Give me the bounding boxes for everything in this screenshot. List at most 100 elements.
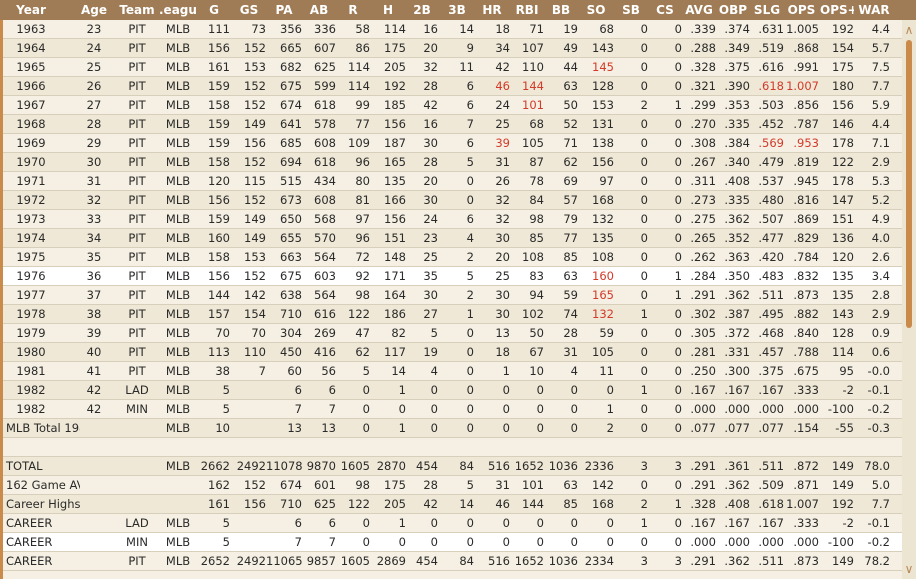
cell-2b: 0 xyxy=(406,514,438,533)
column-header-sb[interactable]: SB xyxy=(614,0,648,20)
table-row[interactable]: 1966 26 PIT MLB 159 152 675 599 114 192 28 6 46 144 63… xyxy=(0,77,902,96)
cell-so: 131 xyxy=(578,115,614,134)
spacer-row xyxy=(0,438,902,457)
column-header-league[interactable]: .eague xyxy=(159,0,197,20)
cell-pa: 650 xyxy=(266,210,302,229)
table-row[interactable]: 1974 34 PIT MLB 160 149 655 570 96 151 23 4 30 85 77 13… xyxy=(0,229,902,248)
table-row[interactable]: 1970 30 PIT MLB 158 152 694 618 96 165 28 5 31 87 62 15… xyxy=(0,153,902,172)
chevron-up-icon[interactable]: ∧ xyxy=(902,22,916,38)
summary-row[interactable]: MLB Total 198 MLB 10 13 13 0 1 0 0 0 0 0 2 0 0.077.077… xyxy=(0,419,902,438)
table-row[interactable]: 1963 23 PIT MLB 111 73 356 336 58 114 16 14 18 71 19 68… xyxy=(0,20,902,39)
column-header-ops[interactable]: OPS xyxy=(784,0,819,20)
column-header-ops-plus[interactable]: OPS+ xyxy=(820,0,854,20)
column-header-3b[interactable]: 3B xyxy=(440,0,474,20)
vertical-scrollbar[interactable]: ∧ ∨ xyxy=(902,20,916,579)
cell-cs: 3 xyxy=(648,552,682,571)
column-header-age[interactable]: Age xyxy=(80,0,108,20)
column-header-obp[interactable]: OBP xyxy=(716,0,750,20)
column-header-war[interactable]: WAR xyxy=(858,0,890,20)
column-header-year[interactable]: Year xyxy=(6,0,56,20)
cell-ops-plus: 192 xyxy=(820,495,854,514)
cell-ab: 13 xyxy=(302,419,336,438)
table-row[interactable]: 1969 29 PIT MLB 159 156 685 608 109 187 30 6 39 105 71… xyxy=(0,134,902,153)
column-header-rbi[interactable]: RBI xyxy=(510,0,544,20)
table-row[interactable]: 1982 42 LAD MLB 5 6 6 0 1 0 0 0 0 0 0 1 0 .167 .167 .167 .33… xyxy=(0,381,902,400)
column-header-cs[interactable]: CS xyxy=(648,0,682,20)
cell-rbi: 94 xyxy=(510,286,544,305)
summary-row[interactable]: CAREER LAD MLB 5 6 6 0 1 0 0 0 0 0 0 1 0 .167 .167 .167 .33… xyxy=(0,514,902,533)
cell-team: PIT xyxy=(118,115,156,134)
cell-h: 2869 xyxy=(370,552,406,571)
cell-pa: 6 xyxy=(266,514,302,533)
table-row[interactable]: 1971 31 PIT MLB 120 115 515 434 80 135 20 0 26 78 69 97… xyxy=(0,172,902,191)
table-row[interactable]: 1973 33 PIT MLB 159 149 650 568 97 156 24 6 32 98 79 13… xyxy=(0,210,902,229)
table-row[interactable]: 1982 42 MIN MLB 5 7 7 0 0 0 0 0 0 0 1 0 0 .000 .000 .000 .00… xyxy=(0,400,902,419)
column-header-slg[interactable]: SLG xyxy=(750,0,784,20)
table-row[interactable]: 1981 41 PIT MLB 38 7 60 56 5 14 4 0 1 10 4 11 0 0.250.300… xyxy=(0,362,902,381)
summary-row[interactable]: TOTAL MLB 2662 2492 11078 9870 1605 2870 454 84 51… xyxy=(0,457,902,476)
summary-row[interactable]: CAREER MIN MLB 5 7 7 0 0 0 0 0 0 0 0 0 0 .000 .000 .000 .00… xyxy=(0,533,902,552)
table-row[interactable]: 1964 24 PIT MLB 156 152 665 607 86 175 20 9 34 107 49 1… xyxy=(0,39,902,58)
scrollbar-thumb[interactable] xyxy=(906,40,912,328)
table-row[interactable]: 1972 32 PIT MLB 156 152 673 608 81 166 30 0 32 84 57 16… xyxy=(0,191,902,210)
cell-year: 1965 xyxy=(6,58,56,77)
column-header-bb[interactable]: BB xyxy=(544,0,578,20)
column-header-2b[interactable]: 2B xyxy=(406,0,438,20)
column-header-r[interactable]: R xyxy=(336,0,370,20)
cell-team: PIT xyxy=(118,305,156,324)
table-row[interactable]: 1978 38 PIT MLB 157 154 710 616 122 186 27 1 30 102 74… xyxy=(0,305,902,324)
cell-bb: 0 xyxy=(544,419,578,438)
cell-war: 0.6 xyxy=(858,343,890,362)
column-header-ab[interactable]: AB xyxy=(302,0,336,20)
table-row[interactable]: 1965 25 PIT MLB 161 153 682 625 114 205 32 11 42 110 4… xyxy=(0,58,902,77)
column-header-pa[interactable]: PA xyxy=(266,0,302,20)
column-header-g[interactable]: G xyxy=(198,0,230,20)
chevron-down-icon[interactable]: ∨ xyxy=(902,561,916,577)
cell-2b: 23 xyxy=(406,229,438,248)
summary-row[interactable]: 162 Game AVG 162 152 674 601 98 175 28 5 31 101 63 1… xyxy=(0,476,902,495)
cell-so: 143 xyxy=(578,39,614,58)
cell-so: 135 xyxy=(578,229,614,248)
cell-year: 1966 xyxy=(6,77,56,96)
cell-ops: .333 xyxy=(784,514,819,533)
cell-age xyxy=(80,533,108,552)
cell-g: 158 xyxy=(198,248,230,267)
table-row[interactable]: 1977 37 PIT MLB 144 142 638 564 98 164 30 2 30 94 59 16… xyxy=(0,286,902,305)
cell-league: MLB xyxy=(159,362,197,381)
cell-r: 114 xyxy=(336,58,370,77)
summary-row[interactable]: CAREER PIT MLB 2652 2492 11065 9857 1605 2869 454… xyxy=(0,552,902,571)
cell-g: 113 xyxy=(198,343,230,362)
cell-ab: 568 xyxy=(302,210,336,229)
summary-row[interactable]: Career Highs 161 156 710 625 122 205 42 14 46 144 8… xyxy=(0,495,902,514)
column-header-gs[interactable]: GS xyxy=(232,0,266,20)
cell-obp: .353 xyxy=(716,96,750,115)
table-row[interactable]: 1967 27 PIT MLB 158 152 674 618 99 185 42 6 24 101 50 1… xyxy=(0,96,902,115)
cell-g: 5 xyxy=(198,381,230,400)
cell-cs: 0 xyxy=(648,210,682,229)
cell-g: 5 xyxy=(198,400,230,419)
column-header-h[interactable]: H xyxy=(370,0,406,20)
cell-2b: 25 xyxy=(406,248,438,267)
table-row[interactable]: 1980 40 PIT MLB 113 110 450 416 62 117 19 0 18 67 31 10… xyxy=(0,343,902,362)
cell-sb: 0 xyxy=(614,324,648,343)
table-row[interactable]: 1979 39 PIT MLB 70 70 304 269 47 82 5 0 13 50 28 59 0 0.3… xyxy=(0,324,902,343)
cell-3b: 6 xyxy=(440,210,474,229)
column-header-hr[interactable]: HR xyxy=(474,0,510,20)
table-row[interactable]: 1975 35 PIT MLB 158 153 663 564 72 148 25 2 20 108 85 1… xyxy=(0,248,902,267)
cell-h: 156 xyxy=(370,210,406,229)
cell-avg: .308 xyxy=(682,134,716,153)
cell-slg: .495 xyxy=(750,305,784,324)
cell-hr: 0 xyxy=(474,419,510,438)
column-header-avg[interactable]: AVG xyxy=(682,0,716,20)
cell-ops: .000 xyxy=(784,400,819,419)
cell-hr: 30 xyxy=(474,286,510,305)
column-header-team[interactable]: Team xyxy=(118,0,156,20)
cell-2b: 27 xyxy=(406,305,438,324)
cell-age: 40 xyxy=(80,343,108,362)
cell-year: 1978 xyxy=(6,305,56,324)
table-row[interactable]: 1968 28 PIT MLB 159 149 641 578 77 156 16 7 25 68 52 13… xyxy=(0,115,902,134)
cell-ops-plus: 149 xyxy=(820,552,854,571)
table-row[interactable]: 1976 36 PIT MLB 156 152 675 603 92 171 35 5 25 83 63 16… xyxy=(0,267,902,286)
cell-avg: .291 xyxy=(682,552,716,571)
column-header-so[interactable]: SO xyxy=(578,0,614,20)
